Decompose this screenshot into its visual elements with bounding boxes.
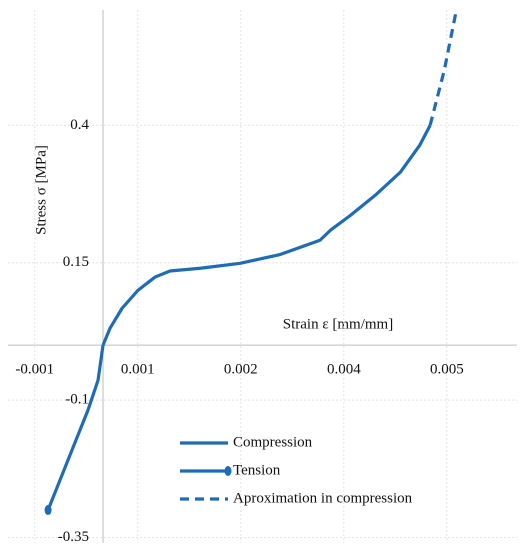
y-tick-label: 0.15 (63, 254, 89, 270)
legend-label: Tension (233, 462, 281, 478)
x-tick-label: 0.004 (327, 362, 361, 378)
x-tick-label: 0.002 (224, 362, 258, 378)
y-axis-label: Stress σ [MPa] (33, 145, 49, 235)
x-tick-label: 0.001 (121, 362, 155, 378)
y-tick-label: -0.35 (58, 529, 89, 545)
legend-label: Aproximation in compression (233, 490, 413, 506)
x-axis-label: Strain ε [mm/mm] (283, 316, 393, 332)
x-tick-label: -0.001 (15, 362, 54, 378)
y-tick-label: 0.4 (70, 117, 89, 133)
legend-label: Compression (233, 434, 313, 450)
line-end-marker (44, 505, 52, 516)
y-tick-label: -0.1 (65, 392, 89, 408)
legend-marker (224, 466, 232, 476)
data-line (101, 124, 432, 346)
data-line (46, 344, 105, 511)
x-tick-label: 0.005 (430, 362, 464, 378)
data-line (428, 12, 458, 126)
